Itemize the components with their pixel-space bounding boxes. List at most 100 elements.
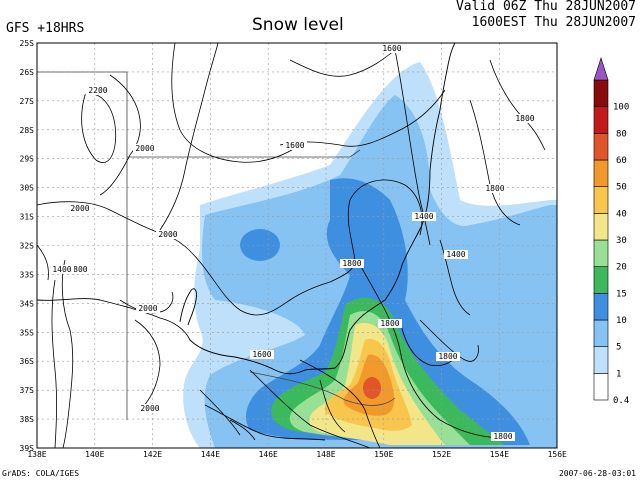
lat-tick-label: 36S xyxy=(20,357,35,366)
contour-label: 1400 xyxy=(414,212,433,221)
contour-label: 1400 xyxy=(52,265,71,274)
legend-level-label: 50 xyxy=(616,183,627,193)
legend-swatch xyxy=(593,159,609,187)
contour-label: 1600 xyxy=(382,44,401,53)
contour-label-bg xyxy=(50,265,74,274)
legend-swatch xyxy=(593,79,609,107)
lon-tick-label: 148E xyxy=(316,450,335,459)
valid-time-local: 1600EST Thu 28JUN2007 xyxy=(471,15,636,30)
legend-level-label: 30 xyxy=(616,236,627,246)
lon-tick-label: 156E xyxy=(548,450,567,459)
map-frame xyxy=(36,42,558,449)
contours xyxy=(37,43,546,448)
lon-tick-label: 150E xyxy=(374,450,393,459)
contour-label: 2200 xyxy=(88,86,107,95)
contour-label-bg xyxy=(436,352,460,361)
gridlines xyxy=(37,43,557,448)
contour-label-bg xyxy=(378,319,402,328)
contour-label-bg xyxy=(513,114,537,123)
contour-label: 2000 xyxy=(158,230,177,239)
contour-label: 2000 xyxy=(70,204,89,213)
lat-tick-label: 33S xyxy=(20,270,35,279)
legend-level-label: 40 xyxy=(616,209,627,219)
contour-label: 1800 xyxy=(485,184,504,193)
coastline xyxy=(37,43,456,441)
contour-label-bg xyxy=(412,212,436,221)
contour-label: 1800 xyxy=(342,259,361,268)
valid-time-utc: Valid 06Z Thu 28JUN2007 xyxy=(455,0,636,14)
lat-tick-label: 26S xyxy=(20,68,35,77)
legend-cap xyxy=(593,57,609,81)
contour-label-bg xyxy=(66,265,90,274)
lat-tick-label: 39S xyxy=(20,444,35,453)
contour-label: 1800 xyxy=(515,114,534,123)
lon-tick-label: 154E xyxy=(490,450,509,459)
lon-tick-label: 152E xyxy=(432,450,451,459)
software-credit: GrADS: COLA/IGES xyxy=(2,469,80,478)
contour-label: 2000 xyxy=(135,144,154,153)
lat-tick-label: 29S xyxy=(20,155,35,164)
lat-tick-label: 25S xyxy=(20,39,35,48)
legend-swatch xyxy=(593,186,609,214)
lon-tick-label: 142E xyxy=(143,450,162,459)
lat-tick-label: 31S xyxy=(20,213,35,222)
contour-label-bg xyxy=(133,144,157,153)
legend-swatch xyxy=(593,373,609,401)
contour-labels: 2200 2000 2000 2000 2000 2000 1800 1800 1800 1800… xyxy=(50,44,537,441)
lat-tick-label: 38S xyxy=(20,415,35,424)
contour-label: 2000 xyxy=(138,304,157,313)
legend-swatch xyxy=(593,133,609,161)
legend-level-label: 10 xyxy=(616,316,627,326)
legend-swatch xyxy=(593,319,609,347)
generation-datestamp: 2007-06-28-03:01 xyxy=(558,469,636,478)
contour-label: 2000 xyxy=(140,404,159,413)
lat-tick-label: 27S xyxy=(20,97,35,106)
shade-blob-west xyxy=(240,229,280,261)
contour-label-bg xyxy=(250,350,274,359)
legend-swatch xyxy=(593,346,609,374)
contour-label: 1800 xyxy=(493,432,512,441)
contour-label-bg xyxy=(86,86,110,95)
legend-level-label: 0.4 xyxy=(613,396,629,406)
lat-tick-label: 32S xyxy=(20,242,35,251)
lat-tick-label: 35S xyxy=(20,328,35,337)
contour-label: 1800 xyxy=(380,319,399,328)
legend-swatch xyxy=(593,293,609,321)
contour-label-bg xyxy=(283,141,307,150)
contour-label: 1600 xyxy=(285,141,304,150)
contour-label: 1600 xyxy=(252,350,271,359)
model-forecast-label: GFS +18HRS xyxy=(6,21,85,36)
contour-label-bg xyxy=(138,404,162,413)
legend-level-label: 20 xyxy=(616,263,627,273)
map-title: Snow level xyxy=(252,15,344,35)
lat-tick-label: 34S xyxy=(20,299,35,308)
contour-label: 1800 xyxy=(438,352,457,361)
lon-tick-label: 140E xyxy=(85,450,104,459)
legend-swatch xyxy=(593,239,609,267)
longitude-axis: 138E 140E 142E 144E 146E 148E 150E 152E 154E 156E xyxy=(27,450,567,459)
lat-tick-label: 37S xyxy=(20,386,35,395)
legend-level-label: 60 xyxy=(616,156,627,166)
lat-tick-label: 30S xyxy=(20,184,35,193)
legend-swatch xyxy=(593,213,609,241)
lon-tick-label: 144E xyxy=(201,450,220,459)
legend-swatch xyxy=(593,106,609,134)
contour-label: 1800 xyxy=(68,265,87,274)
contour-label-bg xyxy=(68,204,92,213)
contour-label-bg xyxy=(156,230,180,239)
legend-level-label: 5 xyxy=(616,343,621,353)
shade-level-60 xyxy=(363,377,381,399)
lon-tick-label: 138E xyxy=(27,450,46,459)
contour-label-bg xyxy=(340,259,364,268)
legend-level-label: 1 xyxy=(616,369,621,379)
contour-label-bg xyxy=(491,432,515,441)
contour-label-bg xyxy=(444,250,468,259)
contour-label-bg xyxy=(136,304,160,313)
contour-label: 1400 xyxy=(446,250,465,259)
legend-swatch xyxy=(593,266,609,294)
lon-tick-label: 146E xyxy=(259,450,278,459)
lat-tick-label: 28S xyxy=(20,126,35,135)
legend-level-label: 80 xyxy=(616,129,627,139)
